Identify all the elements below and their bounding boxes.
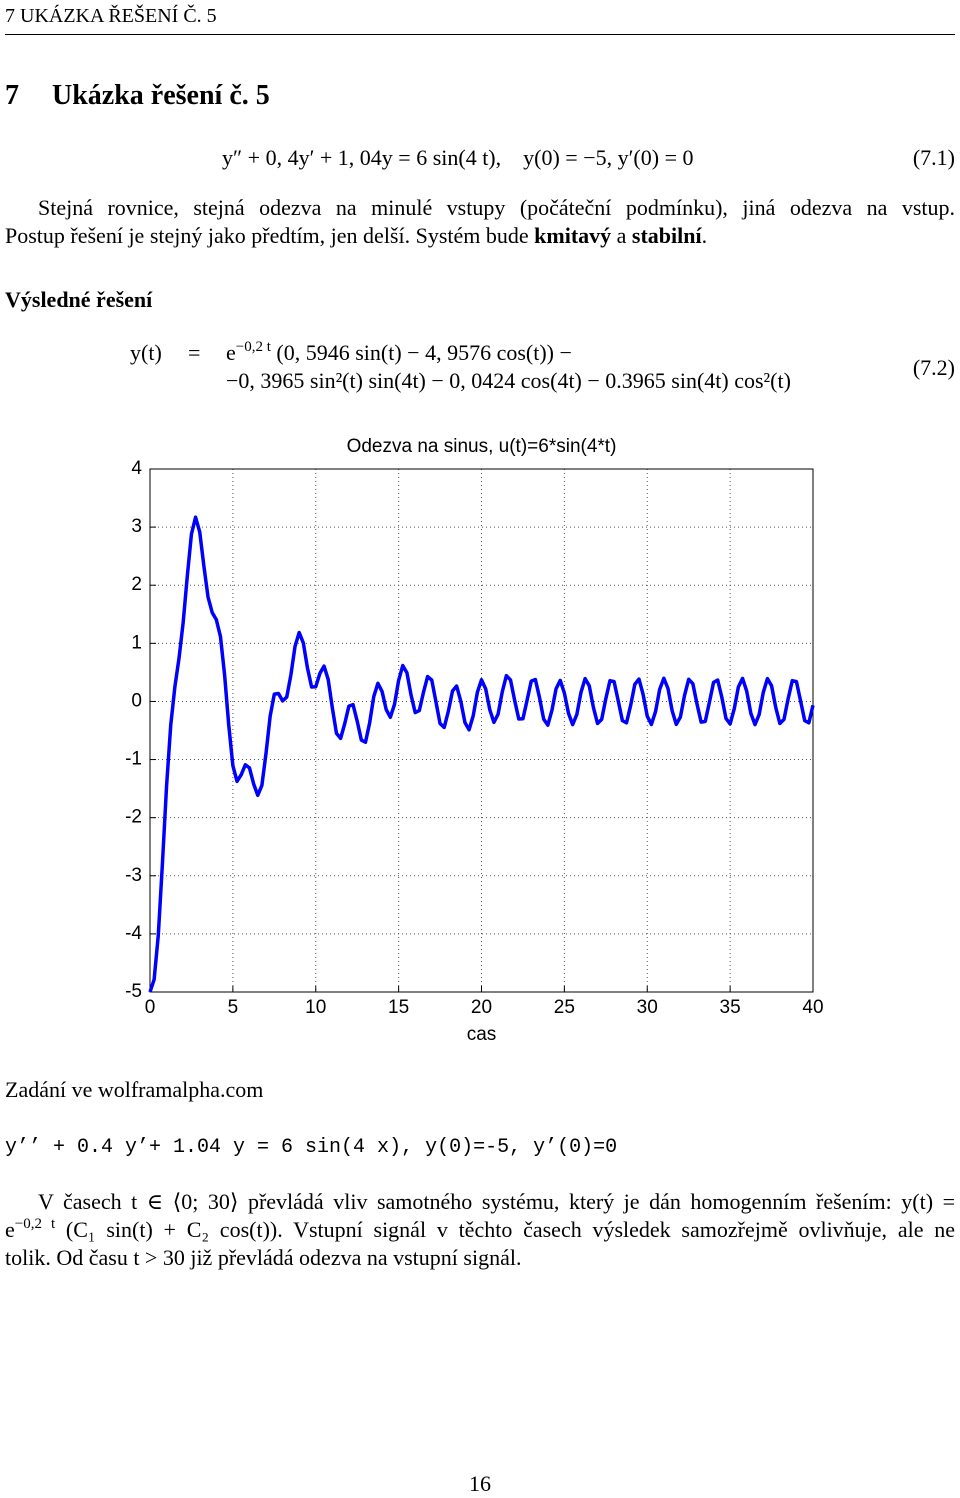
exp-base: e: [5, 1217, 15, 1242]
y-tick-label: 0: [131, 690, 142, 711]
y-tick-label: 1: [131, 632, 142, 653]
text: Zadání ve wolframalpha.com: [5, 1077, 264, 1102]
text: Postup řešení je stejný jako předtím, je…: [5, 223, 535, 248]
chart-title: Odezva na sinus, u(t)=6*sin(4*t): [347, 436, 617, 457]
running-header: 7 UKÁZKA ŘEŠENÍ Č. 5: [5, 5, 217, 27]
equation-lhs: y(t): [130, 340, 162, 365]
y-tick-label: 3: [131, 516, 142, 537]
bold-text: stabilní: [631, 223, 702, 248]
text: (C₁ sin(t) + C₂ cos(t)). Vstupní signál …: [55, 1217, 955, 1242]
x-tick-label: 0: [145, 997, 156, 1018]
code: y’’ + 0.4 y’+ 1.04 y = 6 sin(4 x), y(0)=…: [5, 1136, 618, 1159]
exponent: −0,2 t: [14, 1216, 56, 1232]
y-tick-label: 2: [131, 574, 142, 595]
paragraph-line: Postup řešení je stejný jako předtím, je…: [5, 222, 707, 250]
text: .: [701, 223, 708, 248]
subheading: Výsledné řešení: [5, 287, 153, 312]
x-tick-label: 40: [802, 997, 823, 1018]
y-tick-label: -4: [125, 923, 142, 944]
x-tick-label: 25: [554, 997, 575, 1018]
section-number: 7: [5, 80, 19, 111]
header-rule: [5, 34, 955, 35]
text: a: [611, 223, 632, 248]
text: (0, 5946 sin(t) − 4, 9576 cos(t)) −: [276, 340, 572, 365]
exp-base: e: [226, 340, 236, 365]
paragraph-line: Stejná rovnice, stejná odezva na minulé …: [38, 195, 955, 220]
page-number: 16: [469, 1471, 491, 1496]
x-tick-label: 10: [305, 997, 326, 1018]
equation-label: (7.2): [912, 355, 955, 380]
x-tick-label: 30: [637, 997, 658, 1018]
equation-label: (7.1): [912, 145, 955, 170]
equation-line: e−0,2 t (0, 5946 sin(t) − 4, 9576 cos(t)…: [226, 339, 572, 367]
exponent: −0,2 t: [235, 339, 271, 355]
y-tick-label: -2: [125, 807, 142, 828]
equation: y″ + 0, 4y′ + 1, 04y = 6 sin(4 t), y(0) …: [222, 145, 694, 170]
plot-frame: [149, 468, 814, 993]
x-axis-label: cas: [467, 1024, 497, 1045]
x-tick-label: 5: [228, 997, 239, 1018]
y-tick-label: 4: [131, 458, 142, 479]
bold-text: kmitavý: [534, 223, 612, 248]
y-tick-label: -1: [125, 749, 142, 770]
x-tick-label: 15: [388, 997, 409, 1018]
y-tick-label: -3: [125, 865, 142, 886]
paragraph-line: tolik. Od času t > 30 již převládá odezv…: [5, 1245, 522, 1270]
data-line: [148, 515, 815, 993]
paragraph-line: V časech t ∈ ⟨0; 30⟩ převládá vliv samot…: [38, 1189, 955, 1214]
y-tick-label: -5: [125, 981, 142, 1002]
section-title: Ukázka řešení č. 5: [52, 80, 270, 111]
x-tick-label: 20: [471, 997, 492, 1018]
equation-line: −0, 3965 sin²(t) sin(4t) − 0, 0424 cos(4…: [226, 368, 791, 393]
x-tick-label: 35: [720, 997, 741, 1018]
paragraph-line: e−0,2 t (C₁ sin(t) + C₂ cos(t)). Vstupní…: [5, 1216, 955, 1244]
equation-sign: =: [188, 340, 201, 365]
